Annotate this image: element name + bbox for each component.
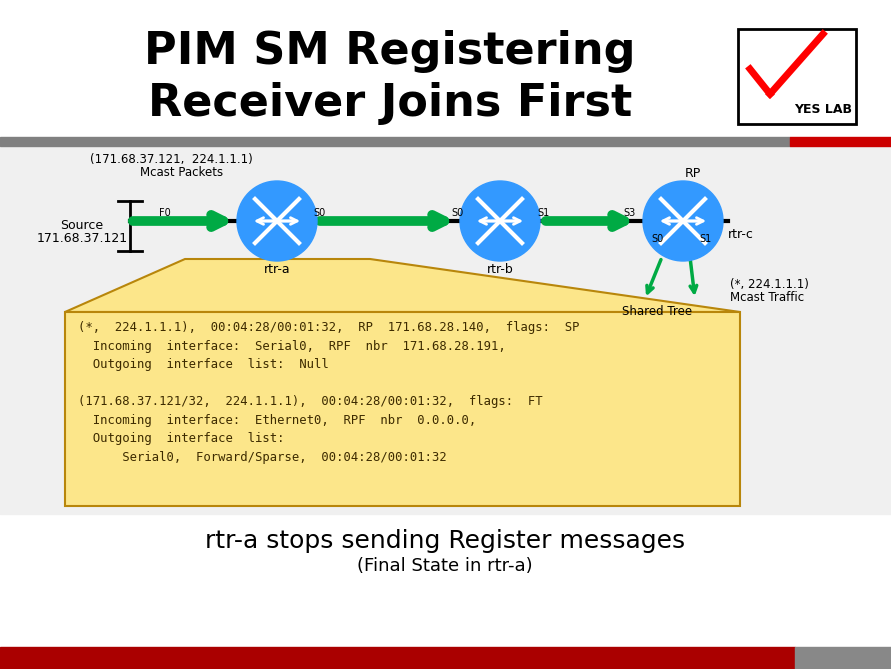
Bar <box>795 647 891 669</box>
Bar <box>0 647 795 669</box>
Bar <box>65 312 740 506</box>
Text: rtr-c: rtr-c <box>728 227 754 240</box>
Text: (Final State in rtr-a): (Final State in rtr-a) <box>357 557 533 575</box>
Circle shape <box>460 181 540 261</box>
Text: S1: S1 <box>699 234 711 244</box>
Text: (*, 224.1.1.1): (*, 224.1.1.1) <box>730 278 809 290</box>
Text: RP: RP <box>685 167 701 179</box>
Bar <box>790 137 891 146</box>
Text: rtr-a stops sending Register messages: rtr-a stops sending Register messages <box>205 529 685 553</box>
Bar <box>738 29 856 124</box>
Text: (171.68.37.121,  224.1.1.1): (171.68.37.121, 224.1.1.1) <box>90 153 253 165</box>
Text: Shared Tree: Shared Tree <box>622 304 692 318</box>
Text: Mcast Packets: Mcast Packets <box>140 165 223 179</box>
Text: Mcast Traffic: Mcast Traffic <box>730 290 804 304</box>
Text: PIM SM Registering: PIM SM Registering <box>144 29 636 72</box>
Text: (*,  224.1.1.1),  00:04:28/00:01:32,  RP  171.68.28.140,  flags:  SP
  Incoming : (*, 224.1.1.1), 00:04:28/00:01:32, RP 17… <box>78 321 579 464</box>
Text: S3: S3 <box>624 208 636 218</box>
Text: Source: Source <box>61 219 103 231</box>
Text: S0: S0 <box>452 208 464 218</box>
Text: rtr-b: rtr-b <box>486 262 513 276</box>
Text: YES LAB: YES LAB <box>794 103 852 116</box>
Bar <box>0 146 891 514</box>
Polygon shape <box>65 259 740 312</box>
Text: 171.68.37.121: 171.68.37.121 <box>37 231 127 244</box>
Text: S1: S1 <box>538 208 550 218</box>
Text: rtr-a: rtr-a <box>264 262 290 276</box>
Text: S0: S0 <box>652 234 664 244</box>
Circle shape <box>643 181 723 261</box>
Text: F0: F0 <box>159 208 171 218</box>
Circle shape <box>237 181 317 261</box>
Bar <box>0 0 891 139</box>
Bar <box>0 137 790 146</box>
Text: Receiver Joins First: Receiver Joins First <box>148 82 632 124</box>
Text: S0: S0 <box>314 208 326 218</box>
